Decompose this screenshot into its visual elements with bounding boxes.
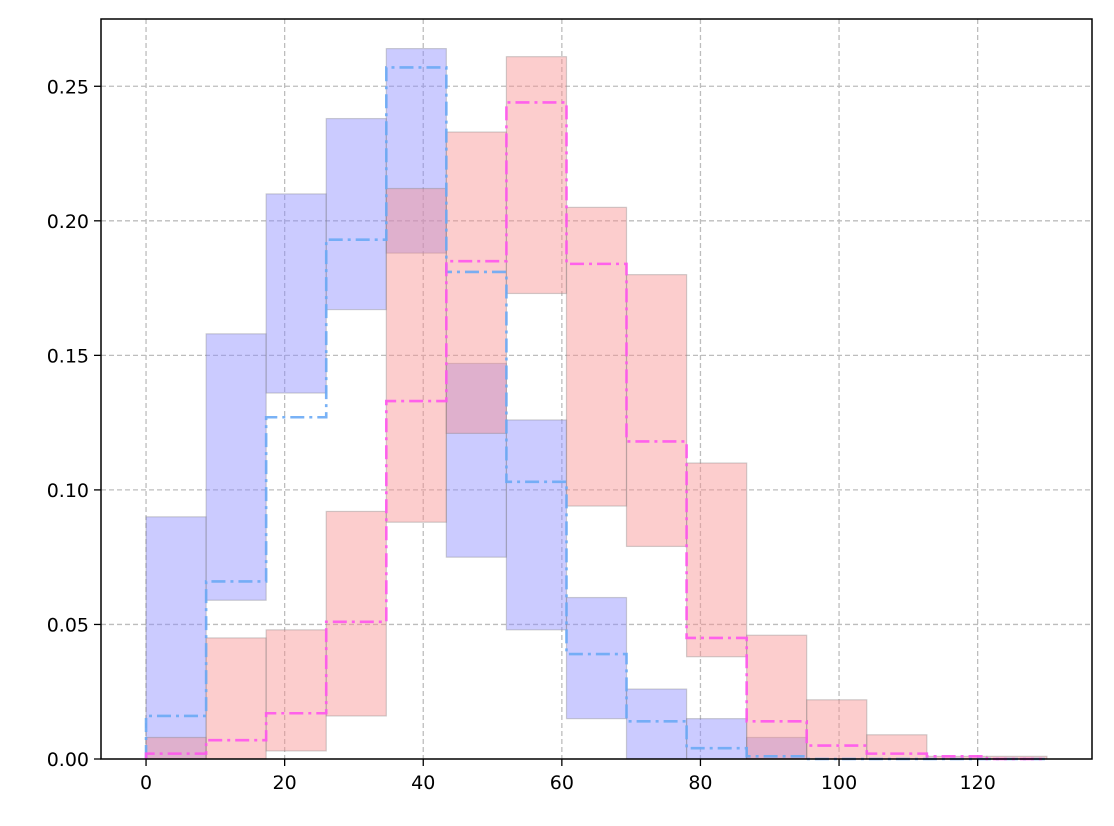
series-step-line [144, 101, 1047, 761]
x-tick-label: 20 [273, 772, 297, 794]
x-tick-label: 80 [688, 772, 712, 794]
y-tick-label: 0.15 [47, 345, 89, 367]
band-rect [505, 419, 568, 631]
band-rect [806, 699, 868, 760]
plot-frame [100, 18, 1093, 760]
y-tick-label: 0.05 [47, 614, 89, 636]
band-rect [325, 510, 387, 717]
band-rect [205, 333, 267, 601]
band-rect [866, 734, 928, 760]
band-rect [145, 736, 207, 760]
band-rect [265, 629, 327, 752]
x-tick-label: 100 [821, 772, 857, 794]
band-rect [385, 187, 447, 523]
band-rect [445, 131, 508, 434]
y-tick-label: 0.20 [47, 211, 89, 233]
band-rect [565, 206, 628, 507]
series-step-line [144, 66, 1047, 761]
band-rect [505, 56, 568, 295]
band-rect [625, 688, 688, 760]
x-axis: 0 20 40 60 80 100 120 [140, 759, 996, 794]
error-bands [145, 47, 1048, 760]
x-tick-label: 60 [550, 772, 574, 794]
band-rect [445, 362, 508, 558]
series-lines [144, 66, 1047, 761]
x-tick-label: 120 [960, 772, 996, 794]
band-rect [685, 462, 748, 658]
x-tick-label: 0 [140, 772, 152, 794]
band-rect [746, 634, 808, 760]
x-tick-label: 40 [411, 772, 435, 794]
band-rect [565, 596, 628, 720]
band-rect [145, 516, 207, 760]
y-axis: 0.00 0.05 0.10 0.15 0.20 0.25 [47, 76, 101, 771]
band-rect [625, 274, 688, 548]
y-tick-label: 0.00 [47, 749, 89, 771]
grid-lines [101, 19, 1092, 759]
band-rect [325, 117, 387, 311]
band-rect [265, 193, 327, 394]
band-rect [385, 47, 447, 254]
y-tick-label: 0.10 [47, 480, 89, 502]
band-rect [685, 718, 748, 760]
y-tick-label: 0.25 [47, 76, 89, 98]
